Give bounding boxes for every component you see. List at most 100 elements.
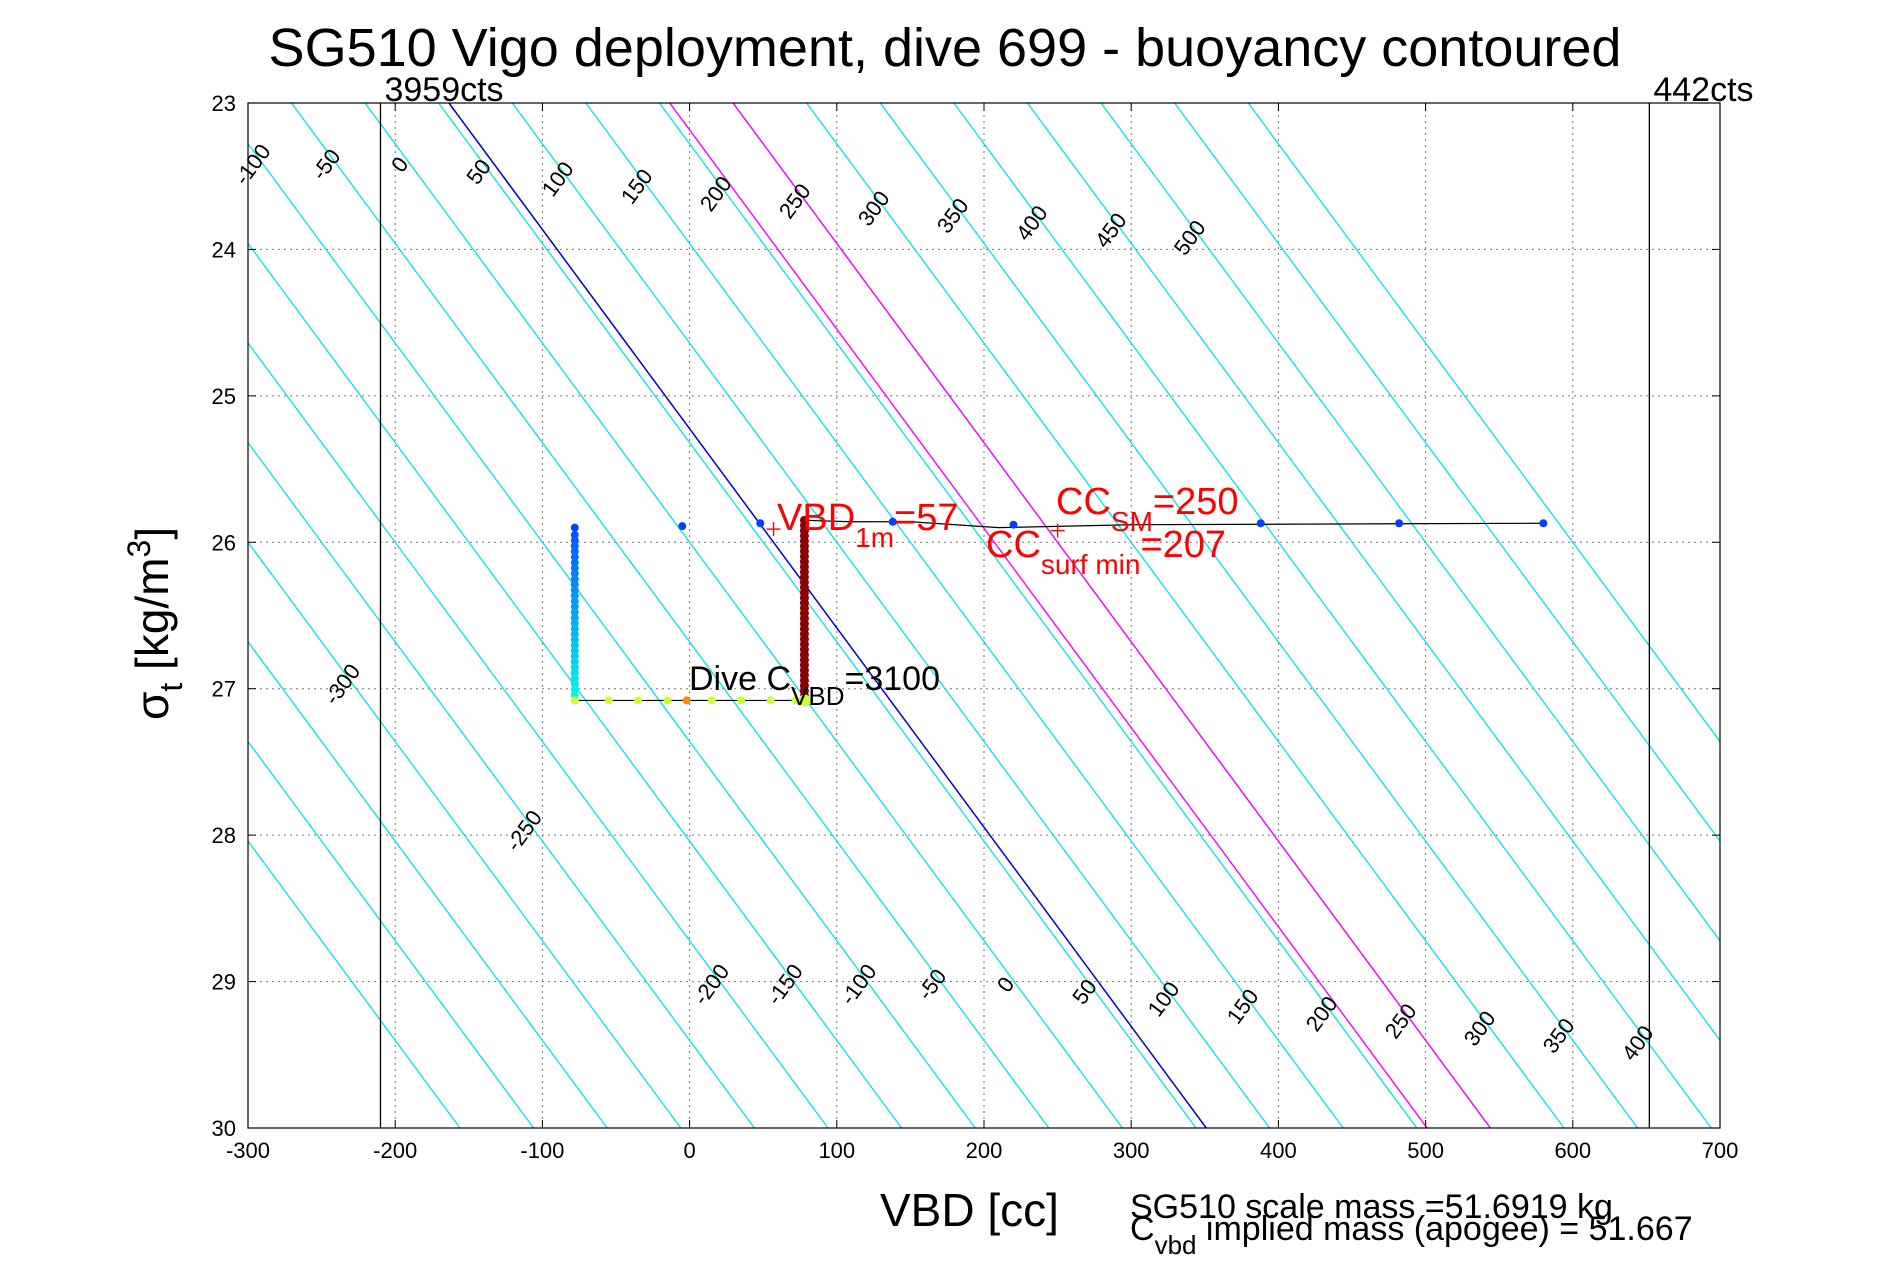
surface-point [756,519,765,528]
y-tick-label: 23 [212,91,236,116]
contour-label-top: -100 [229,139,275,189]
footer-cvbd-main: C [1130,1210,1155,1248]
contour-label-bottom: 150 [1222,984,1264,1028]
zero-buoyancy-line [448,103,1207,1128]
annotation-cc-sm: CCSM=250 [1056,481,1238,537]
contour-label-bottom: -200 [688,959,734,1009]
annotation-cc-sm-value: =250 [1153,481,1239,523]
surface-point [1395,519,1404,528]
apogee-point [798,694,811,707]
annotation-dive-c-vbd: Dive CVBD=3100 [689,660,940,711]
surface-point [1539,519,1548,528]
x-tick-label: -100 [520,1138,564,1163]
descent-point [570,674,579,683]
contour-line [248,640,608,1128]
surface-point [570,523,579,532]
contour-line [248,341,829,1128]
descent-point [570,541,579,550]
y-axis-ticks: 23 24 25 26 27 28 29 30 [212,91,1720,1141]
contour-line [248,740,535,1128]
descent-point [570,624,579,633]
contour-line [658,103,1418,1128]
x-tick-label: 0 [683,1138,695,1163]
contour-label-bottom: 400 [1617,1021,1659,1065]
y-tick-label: 26 [212,530,236,555]
grid-lines [248,103,1720,1128]
descent-point [570,575,579,584]
surface-point [1256,519,1265,528]
apogee-point [682,696,691,705]
x-axis-ticks: -300 -200 -100 0 100 200 300 400 500 600 700 [226,103,1738,1163]
apogee-point [791,696,800,705]
y-tick-label: 27 [212,677,236,702]
descent-point [570,580,579,589]
surface-point [888,517,897,526]
x-tick-label: 100 [818,1138,855,1163]
contour-label-top: 150 [616,164,658,208]
buoyancy-contours [248,103,1720,1128]
footer-scale-mass: SG510 scale mass =51.6919 kg [1130,1188,1613,1226]
annotation-cc-surf-min-value: =207 [1140,524,1226,566]
footer-cvbd-mass: Cvbd implied mass (apogee) = 51.667 [1130,1210,1693,1260]
descent-point [570,690,579,699]
descent-point [570,635,579,644]
annotation-vbd-1m-main: VBD [777,497,855,539]
x-tick-label: 200 [966,1138,1003,1163]
y-axis-label-main: σ [126,692,178,720]
descent-point [570,663,579,672]
contour-line [248,441,755,1128]
y-tick-label: 24 [212,237,236,262]
contour-label-bottom: -150 [762,959,808,1009]
descent-point [570,646,579,655]
contour-label-top: 250 [774,179,816,223]
descent-point [570,619,579,628]
footer-cvbd-rest: implied mass (apogee) = 51.667 [1196,1210,1692,1248]
apogee-point [707,696,716,705]
magenta-contour-line [669,103,1428,1128]
contour-label-top: -300 [319,659,365,709]
y-tick-label: 28 [212,823,236,848]
contour-line [511,103,1271,1128]
contour-line [585,103,1344,1128]
contour-line [248,541,682,1128]
contour-label-top: 450 [1090,208,1132,252]
x-tick-label: 600 [1554,1138,1591,1163]
contour-label-bottom: 250 [1380,999,1422,1043]
contour-label-top: 400 [1011,201,1053,245]
x-tick-label: 300 [1113,1138,1150,1163]
apogee-point [737,696,746,705]
descent-point [570,591,579,600]
contour-line [953,103,1712,1128]
y-axis-label-close: ] [126,527,178,540]
descent-point [570,630,579,639]
annotation-vbd-1m-sub: 1m [855,522,894,553]
contour-label-top: 0 [386,152,413,177]
descent-point [570,602,579,611]
y-tick-label: 29 [212,970,236,995]
x-axis-label: VBD [cc] [880,1184,1059,1236]
descent-point [570,547,579,556]
y-axis-label: σt [kg/m3] [121,527,189,720]
contour-label-top: 200 [695,172,737,216]
contour-line [1247,103,1720,743]
contour-line [248,142,976,1128]
descent-point [570,652,579,661]
contour-line [1026,103,1720,1042]
annotation-dive-c-main: Dive C [689,660,791,698]
contour-label-bottom: 300 [1459,1006,1501,1050]
x-tick-label: 700 [1702,1138,1739,1163]
descent-point [570,685,579,694]
surface-point [678,522,687,531]
x-tick-label: 400 [1260,1138,1297,1163]
magenta-contour-line [732,103,1491,1128]
y-tick-label: 30 [212,1116,236,1141]
x-tick-label: 500 [1407,1138,1444,1163]
contour-label-top: 300 [853,186,895,230]
y-axis-label-rest: [kg/m [126,557,178,682]
contour-label-top: 100 [537,157,579,201]
descent-point [570,569,579,578]
contour-line [248,840,461,1128]
contour-labels: -300-250-100 -50 0 50 100 150 200 250 300 350 400 4… [229,139,1658,1065]
contour-line [1174,103,1720,843]
